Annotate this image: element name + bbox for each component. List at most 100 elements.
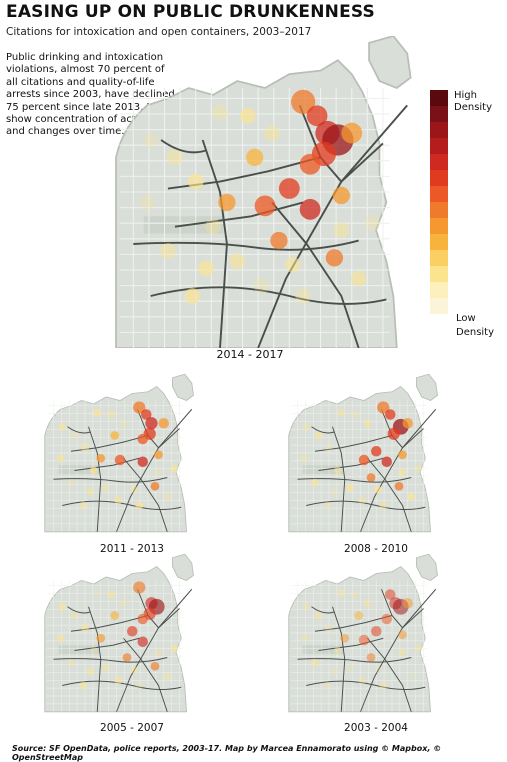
density-spot-low	[330, 667, 339, 676]
island-shape	[368, 36, 412, 89]
density-spot-low	[187, 173, 204, 190]
density-hotspot	[110, 611, 120, 620]
density-spot-low	[154, 468, 163, 477]
density-spot-low	[114, 496, 123, 505]
density-spot-low	[93, 588, 102, 597]
density-spot-low	[67, 478, 75, 487]
density-spot-low	[333, 466, 342, 475]
density-hotspot	[385, 589, 396, 600]
density-spot-low	[333, 222, 350, 238]
density-hotspot	[325, 249, 344, 267]
highway	[74, 637, 140, 651]
highway	[174, 201, 304, 228]
island-shape	[172, 553, 194, 581]
legend-swatch	[430, 90, 448, 106]
highway	[74, 457, 140, 471]
density-spot-low	[135, 681, 144, 690]
density-spot-low	[379, 681, 388, 690]
density-spot-low	[81, 443, 89, 452]
legend-swatch	[430, 138, 448, 154]
legend-swatch	[430, 250, 448, 266]
density-spot-low	[119, 419, 128, 428]
density-hotspot	[246, 148, 264, 166]
highway	[311, 426, 335, 434]
density-hotspot	[291, 89, 316, 114]
density-hotspot	[402, 418, 413, 429]
highway	[70, 615, 149, 632]
density-spot-low	[330, 487, 339, 496]
density-hotspot	[306, 105, 328, 127]
density-hotspot	[145, 417, 158, 430]
density-spot-low	[314, 431, 323, 440]
density-spot-low	[414, 644, 423, 653]
density-spot-low	[81, 623, 89, 632]
density-hotspot	[137, 433, 148, 445]
density-spot-low	[167, 149, 183, 166]
density-spot-low	[302, 602, 311, 611]
density-hotspot	[371, 626, 382, 637]
highway	[257, 181, 343, 348]
density-spot-low	[253, 277, 270, 294]
density-spot-low	[302, 422, 311, 431]
density-hotspot	[278, 178, 300, 199]
density-spot-low	[337, 588, 346, 597]
density-spot-low	[212, 104, 228, 121]
density-hotspot	[96, 453, 106, 463]
highway	[402, 408, 437, 449]
density-spot-low	[374, 665, 382, 674]
density-spot-low	[163, 672, 172, 681]
density-map-2008-2010	[288, 373, 438, 533]
density-hotspot	[127, 626, 138, 637]
legend-swatch	[430, 106, 448, 122]
highway	[297, 477, 412, 483]
density-spot-low	[163, 492, 172, 501]
density-spot-low	[67, 658, 75, 667]
land-shape	[44, 565, 187, 713]
page-title: EASING UP ON PUBLIC DRUNKENNESS	[6, 2, 376, 22]
highway	[367, 457, 412, 532]
density-spot-low	[93, 408, 102, 417]
highway	[201, 139, 228, 348]
island-shape	[416, 553, 438, 581]
density-spot-low	[56, 634, 65, 643]
density-spot-low	[154, 648, 163, 657]
density-spot-low	[325, 443, 333, 452]
highway	[137, 589, 180, 629]
highway	[123, 457, 168, 532]
density-spot-low	[364, 215, 381, 231]
density-spot-low	[119, 599, 128, 608]
highway	[318, 637, 384, 651]
legend-swatch	[430, 122, 448, 138]
density-spot-low	[79, 501, 88, 510]
highway	[116, 627, 159, 712]
highway	[306, 680, 426, 690]
density-spot-low	[379, 501, 388, 510]
density-hotspot	[137, 613, 148, 625]
density-spot-low	[229, 253, 246, 270]
source-credit: Source: SF OpenData, police reports, 200…	[12, 744, 442, 762]
density-hotspot	[137, 636, 148, 647]
density-spot-low	[70, 431, 79, 440]
density-hotspot	[154, 450, 163, 460]
density-hotspot	[122, 653, 132, 662]
density-hotspot	[218, 193, 236, 212]
highway	[62, 680, 182, 690]
density-hotspot	[114, 454, 126, 466]
highway	[67, 426, 91, 434]
highway	[360, 447, 403, 532]
page-subtitle: Citations for intoxication and open cont…	[6, 26, 312, 38]
density-spot-low	[311, 478, 319, 487]
density-spot-low	[102, 484, 110, 492]
density-hotspot	[371, 446, 382, 457]
density-spot-low	[351, 410, 360, 419]
density-spot-low	[363, 419, 372, 428]
density-spot-low	[89, 466, 98, 475]
density-spot-low	[350, 270, 367, 287]
density-hotspot	[366, 653, 376, 662]
highway	[158, 588, 193, 629]
density-map-2011-2013	[44, 373, 194, 533]
period-label-2011-2013: 2011 - 2013	[100, 543, 164, 555]
density-spot-low	[58, 602, 67, 611]
density-map-main	[115, 36, 412, 348]
density-spot-low	[363, 599, 372, 608]
